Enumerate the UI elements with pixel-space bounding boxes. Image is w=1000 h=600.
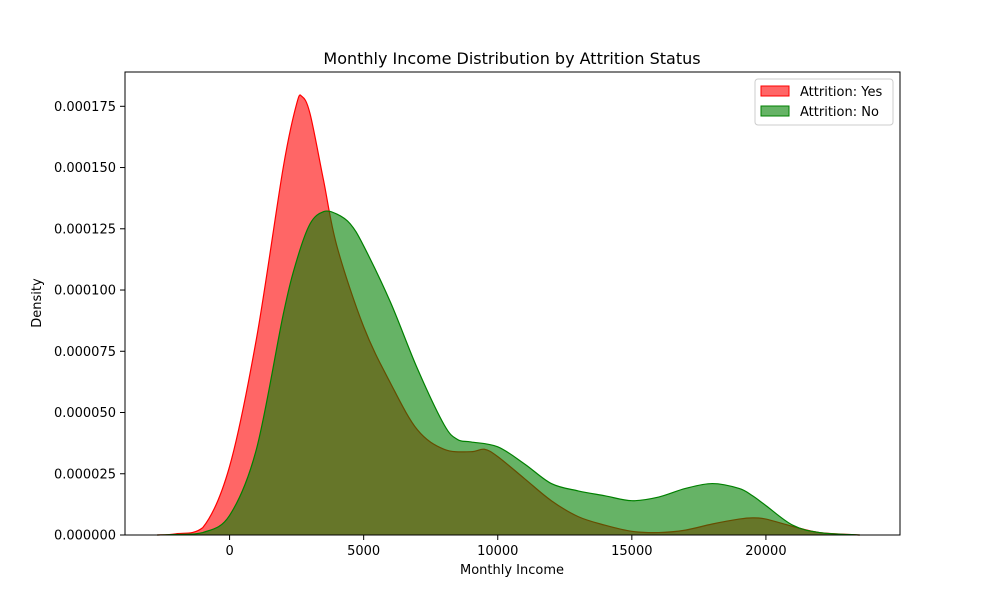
density-area-attrition-no (157, 211, 860, 535)
y-tick-label: 0.000175 (54, 100, 116, 115)
x-tick-label: 0 (225, 544, 233, 559)
y-tick-label: 0.000050 (54, 406, 116, 421)
chart-title: Monthly Income Distribution by Attrition… (323, 49, 700, 68)
legend-label-attrition-no: Attrition: No (800, 105, 879, 120)
y-axis-label: Density (30, 278, 45, 328)
y-tick-label: 0.000125 (54, 222, 116, 237)
y-tick-label: 0.000075 (54, 345, 116, 360)
y-tick-label: 0.000150 (54, 161, 116, 176)
plot-frame (124, 71, 901, 536)
y-tick-label: 0.000000 (54, 529, 116, 544)
x-tick-label: 10000 (477, 544, 518, 559)
legend: Attrition: Yes Attrition: No (754, 78, 894, 126)
y-tick-label: 0.000025 (54, 467, 116, 482)
axes: 0 5000 10000 15000 20000 0.000000 0.000025 0.00… (54, 71, 901, 559)
x-tick-label: 20000 (745, 544, 786, 559)
y-tick-label: 0.000100 (54, 284, 116, 299)
legend-label-attrition-yes: Attrition: Yes (800, 85, 882, 100)
legend-swatch-attrition-no (760, 105, 790, 117)
density-line-attrition-no (157, 210, 860, 536)
x-tick-label: 15000 (611, 544, 652, 559)
plot-area (157, 94, 860, 536)
legend-swatch-attrition-yes (760, 85, 790, 97)
x-axis-label: Monthly Income (460, 563, 564, 578)
x-tick-label: 5000 (347, 544, 380, 559)
